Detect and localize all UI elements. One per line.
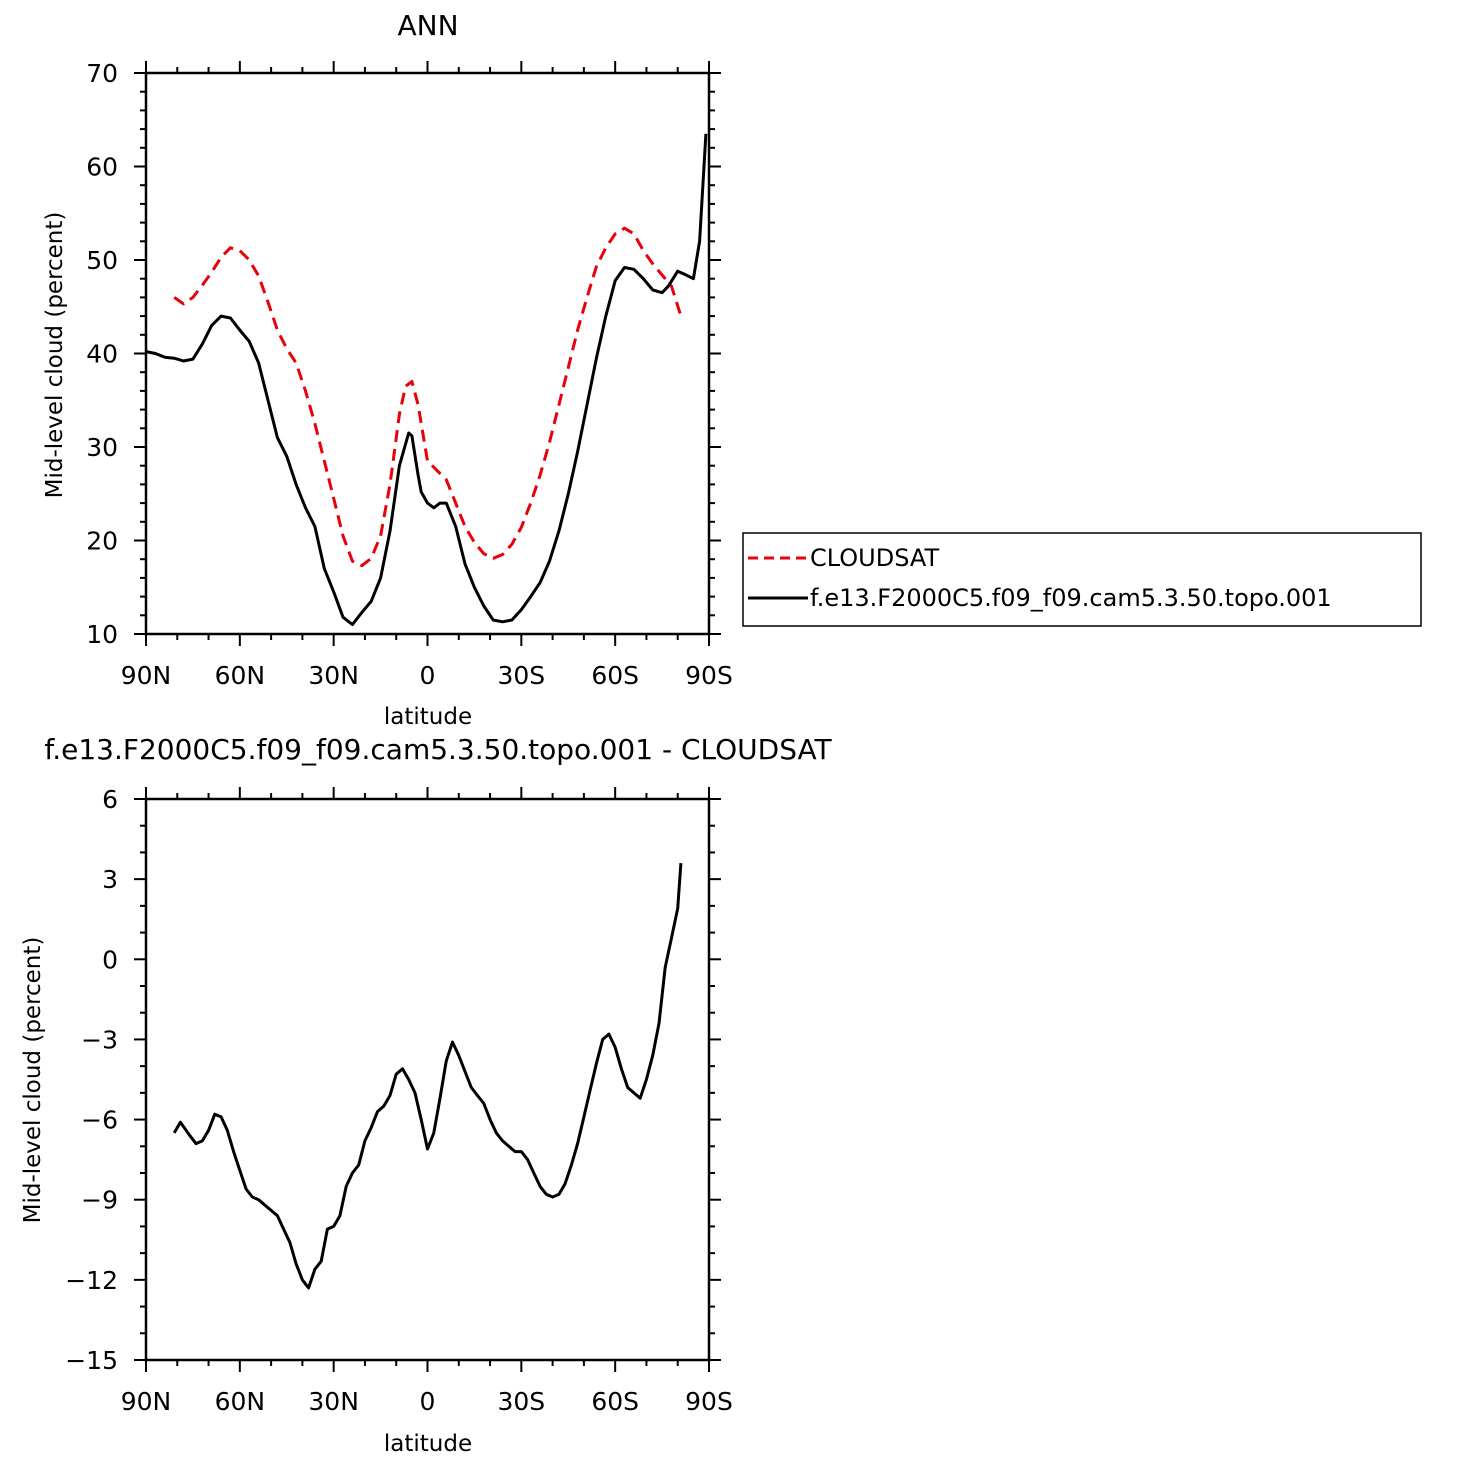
top-axes-frame: 90N 60N 30N 0 30S 60S 90S 10 20 30 40 50 60 70 [86,59,733,690]
top-x-tick-label: 90N [121,661,172,690]
top-x-tick-label: 0 [420,661,436,690]
top-x-tick-label: 60N [215,661,266,690]
top-x-axis-title: latitude [384,704,472,730]
top-y-tick-label: 60 [86,153,118,182]
top-x-tick-label: 90S [685,661,733,690]
legend-label-model: f.e13.F2000C5.f09_f09.cam5.3.50.topo.001 [810,584,1332,612]
top-y-axis-title: Mid-level cloud (percent) [42,212,68,499]
top-axes-border [144,71,711,636]
top-y-tick-label: 20 [86,527,118,556]
bottom-y-axis-title: Mid-level cloud (percent) [20,937,46,1224]
top-y-tick-label: 30 [86,433,118,462]
bottom-x-tick-label: 0 [420,1387,436,1416]
panel-bottom: f.e13.F2000C5.f09_f09.cam5.3.50.topo.001… [20,733,832,1457]
bottom-series-line-0 [172,862,683,1290]
legend: CLOUDSAT f.e13.F2000C5.f09_f09.cam5.3.50… [742,532,1422,627]
top-chart-title: ANN [397,9,458,42]
top-series-line-f-e13-f2000c5-f09-f09-cam5-3-50-topo-001 [145,133,708,627]
bottom-y-tick-label: −12 [65,1266,118,1295]
bottom-axes-frame: 90N 60N 30N 0 30S 60S 90S −15 −12 −9 −6 −3 0 3 6 [65,785,733,1416]
bottom-x-tick-label: 90N [121,1387,172,1416]
panel-top: ANN latitude Mid-level cloud (percent) 9… [42,9,733,730]
top-y-tick-label: 40 [86,340,118,369]
bottom-plot-area [172,862,683,1290]
bottom-x-tick-label: 30N [308,1387,359,1416]
top-series-line-cloudsat [173,226,683,568]
bottom-x-tick-label: 60S [591,1387,639,1416]
bottom-y-tick-label: −3 [81,1025,118,1054]
bottom-chart-title: f.e13.F2000C5.f09_f09.cam5.3.50.topo.001… [44,733,832,766]
bottom-y-tick-label: 6 [102,785,118,814]
top-x-tick-label: 60S [591,661,639,690]
bottom-y-tick-label: −6 [81,1106,118,1135]
top-x-tick-label: 30N [308,661,359,690]
bottom-y-tick-label: −9 [81,1186,118,1215]
legend-label-cloudsat: CLOUDSAT [810,544,939,572]
bottom-x-axis-title: latitude [384,1431,472,1457]
top-y-tick-label: 50 [86,246,118,275]
top-plot-area [145,133,708,627]
bottom-x-tick-label: 90S [685,1387,733,1416]
bottom-x-tick-label: 30S [497,1387,545,1416]
top-y-tick-label: 10 [86,620,118,649]
bottom-y-tick-label: −15 [65,1346,118,1375]
legend-box [742,532,1422,627]
bottom-y-tick-label: 0 [102,945,118,974]
top-x-tick-label: 30S [497,661,545,690]
bottom-x-tick-label: 60N [215,1387,266,1416]
top-y-tick-label: 70 [86,59,118,88]
bottom-y-tick-label: 3 [102,865,118,894]
